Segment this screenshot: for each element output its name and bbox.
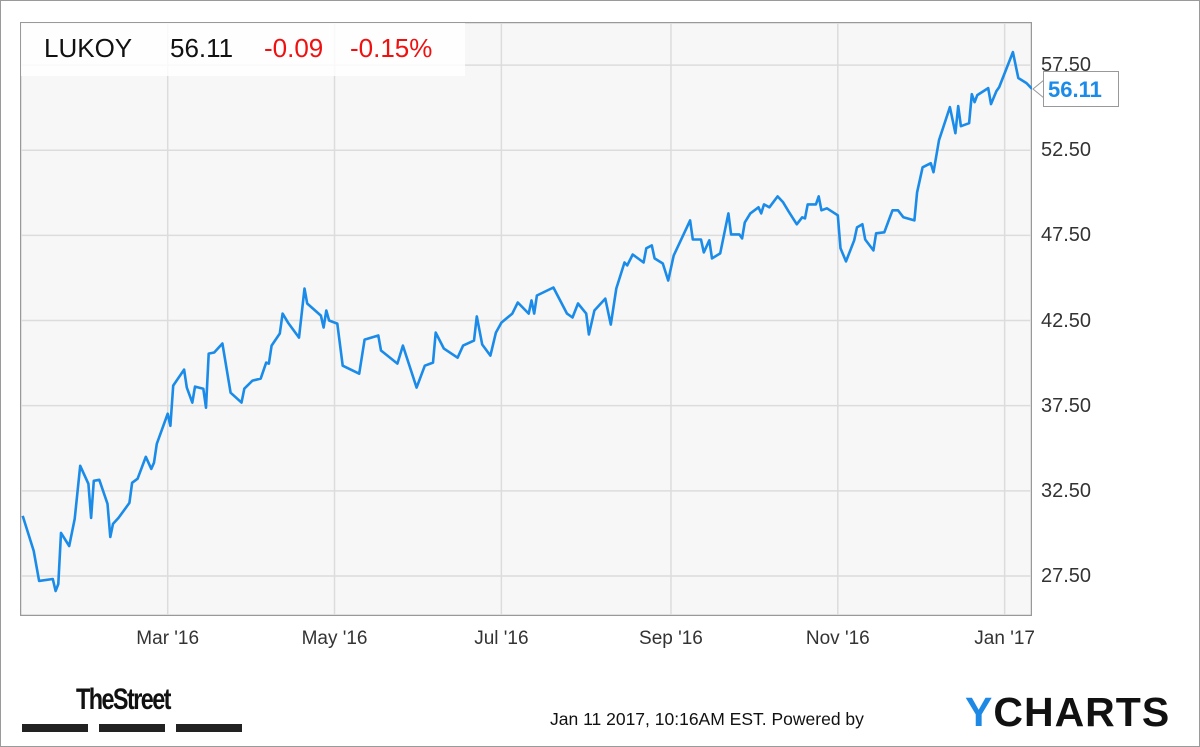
quote-change: -0.09 <box>264 33 324 63</box>
y-tick-label: 52.50 <box>1041 139 1092 162</box>
powered-by: Powered by <box>771 709 864 729</box>
y-tick-label: 27.50 <box>1041 564 1092 587</box>
y-tick-label: 32.50 <box>1041 479 1092 502</box>
x-tick-label: Sep '16 <box>639 628 703 649</box>
ycharts-logo: YCHARTS <box>965 689 1171 735</box>
quote-header: LUKOY 56.11 -0.09 -0.15% <box>21 23 465 76</box>
last-value-badge: 56.11 <box>1043 71 1119 107</box>
logo-bar <box>176 724 242 732</box>
last-value-label: 56.11 <box>1048 77 1102 102</box>
timestamp-credit: Jan 11 2017, 10:16AM EST. Powered by <box>550 708 864 730</box>
ticker-symbol: LUKOY <box>44 33 133 63</box>
plot-area <box>20 22 1032 616</box>
y-tick-label: 42.50 <box>1041 309 1092 332</box>
logo-bar <box>22 724 88 732</box>
x-tick-label: May '16 <box>301 628 368 649</box>
timestamp: Jan 11 2017, 10:16AM EST. <box>550 709 767 729</box>
y-tick-label: 37.50 <box>1041 394 1092 417</box>
quote-change-percent: -0.15% <box>350 33 433 63</box>
y-tick-label: 47.50 <box>1041 224 1092 247</box>
x-tick-label: Mar '16 <box>136 628 200 649</box>
price-line <box>21 50 1032 593</box>
logo-bar <box>99 724 165 732</box>
thestreet-logo: TheStreet <box>76 683 171 716</box>
x-tick-label: Nov '16 <box>805 628 870 649</box>
y-tick-label: 57.50 <box>1041 54 1092 77</box>
plot-background <box>20 22 1032 616</box>
quote-price: 56.11 <box>170 33 234 63</box>
x-tick-label: Jul '16 <box>474 628 529 649</box>
x-tick-label: Jan '17 <box>974 628 1035 649</box>
